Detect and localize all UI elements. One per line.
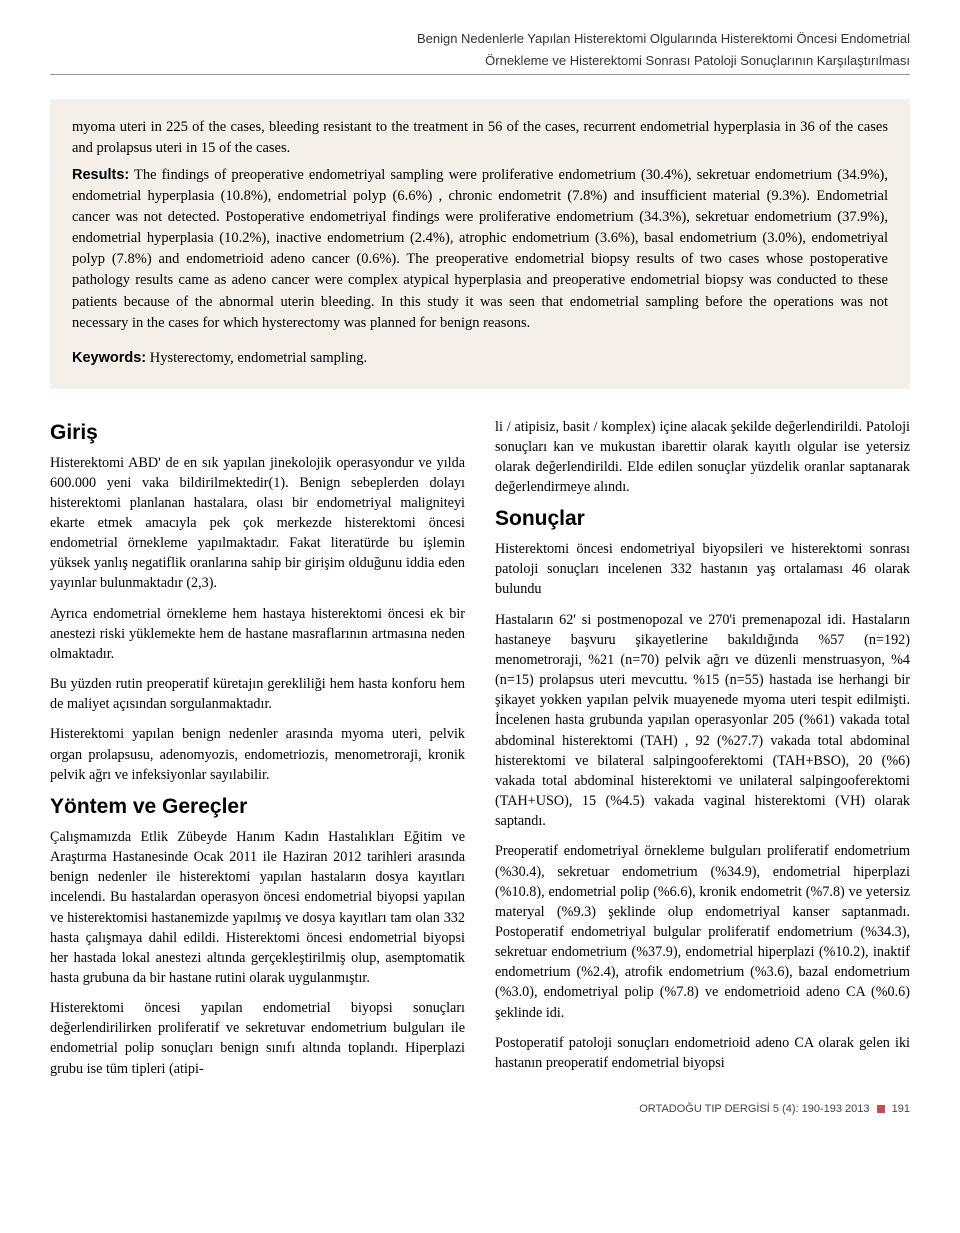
- sonuclar-p4: Postoperatif patoloji sonuçları endometr…: [495, 1033, 910, 1073]
- header-rule: [50, 74, 910, 75]
- results-label: Results:: [72, 167, 129, 183]
- journal-ref: ORTADOĞU TIP DERGİSİ 5 (4): 190-193 2013: [639, 1103, 869, 1115]
- sonuclar-p2: Hastaların 62' si postmenopozal ve 270'i…: [495, 610, 910, 832]
- keywords-label: Keywords:: [72, 350, 146, 366]
- yontem-p1: Çalışmamızda Etlik Zübeyde Hanım Kadın H…: [50, 827, 465, 988]
- giris-p1: Histerektomi ABD' de en sık yapılan jine…: [50, 453, 465, 594]
- giris-p4: Histerektomi yapılan benign nedenler ara…: [50, 724, 465, 784]
- sonuclar-p1: Histerektomi öncesi endometriyal biyopsi…: [495, 539, 910, 599]
- keywords-body: Hysterectomy, endometrial sampling.: [146, 350, 367, 366]
- page-footer: ORTADOĞU TIP DERGİSİ 5 (4): 190-193 2013…: [50, 1103, 910, 1115]
- giris-p3: Bu yüzden rutin preoperatif küretajın ge…: [50, 674, 465, 714]
- giris-p2: Ayrıca endometrial örnekleme hem hastaya…: [50, 604, 465, 664]
- yontem-p2: Histerektomi öncesi yapılan endometrial …: [50, 998, 465, 1079]
- two-column-body: Giriş Histerektomi ABD' de en sık yapıla…: [50, 417, 910, 1079]
- sonuclar-p3: Preoperatif endometriyal örnekleme bulgu…: [495, 841, 910, 1022]
- footer-square-icon: [877, 1105, 885, 1113]
- abstract-paragraph: myoma uteri in 225 of the cases, bleedin…: [72, 117, 888, 159]
- results-paragraph: Results: The findings of preoperative en…: [72, 165, 888, 333]
- running-head-line1: Benign Nedenlerle Yapılan Histerektomi O…: [50, 30, 910, 48]
- results-body: The findings of preoperative endometriya…: [72, 167, 888, 330]
- keywords-line: Keywords: Hysterectomy, endometrial samp…: [72, 348, 888, 369]
- abstract-pre-results: myoma uteri in 225 of the cases, bleedin…: [72, 119, 888, 156]
- left-column: Giriş Histerektomi ABD' de en sık yapıla…: [50, 417, 465, 1079]
- abstract-box: myoma uteri in 225 of the cases, bleedin…: [50, 99, 910, 388]
- page-number: 191: [892, 1103, 910, 1115]
- yontem-continuation: li / atipisiz, basit / komplex) içine al…: [495, 417, 910, 498]
- running-head-line2: Örnekleme ve Histerektomi Sonrası Patolo…: [50, 52, 910, 70]
- yontem-heading: Yöntem ve Gereçler: [50, 795, 465, 819]
- giris-heading: Giriş: [50, 421, 465, 445]
- sonuclar-heading: Sonuçlar: [495, 507, 910, 531]
- right-column: li / atipisiz, basit / komplex) içine al…: [495, 417, 910, 1079]
